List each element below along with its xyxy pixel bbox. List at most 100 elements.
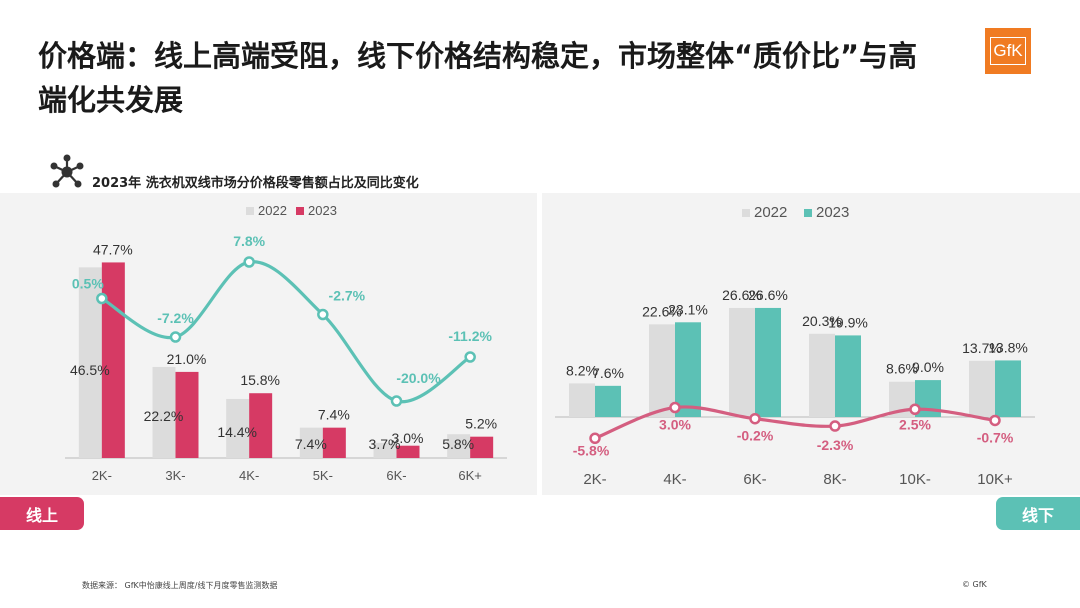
yoy-point [464,351,476,363]
bar-2022-6K- [373,442,397,458]
data-label-2023: 19.9% [828,314,868,330]
legend-swatch-2022 [742,209,750,217]
x-tick-label: 6K- [386,468,406,483]
yoy-point [669,401,681,414]
data-label-2023: 7.4% [318,407,350,423]
data-label-2022: 8.6% [886,361,918,377]
yoy-label: -0.7% [977,429,1014,445]
data-label-2022: 5.8% [442,436,474,452]
data-label-2022: 46.5% [70,362,110,378]
data-label-2023: 21.0% [167,351,207,367]
data-label-2023: 9.0% [912,359,944,375]
data-label-2022: 20.3% [802,313,842,329]
bar-2022-2K- [569,383,595,417]
data-label-2023: 7.6% [592,365,624,381]
x-tick-label: 4K- [663,471,686,488]
bar-2022-6K- [729,307,755,417]
online-chart: 2022 2023 2K- 46.5% 47.7% 3K- 22.2% 21.0% 4K- 14.… [65,203,507,483]
legend-label-2022: 2022 [754,204,787,221]
data-label-2022: 26.6% [722,287,762,303]
data-label-2023: 26.6% [748,287,788,303]
network-icon [50,154,84,188]
yoy-label: -2.7% [329,288,366,304]
yoy-label: -2.3% [817,437,854,453]
bar-2023-2K- [595,385,621,417]
yoy-point [829,420,841,432]
data-label-2022: 14.4% [217,424,257,440]
bar-2023-4K- [249,393,273,458]
data-label-2022: 13.7% [962,340,1002,356]
bar-2023-10K+ [995,360,1021,417]
bar-2022-8K- [809,333,835,417]
offline-tag: 线下 [996,497,1080,530]
yoy-point [989,414,1001,427]
gfk-logo: GfK [985,28,1031,74]
x-tick-label: 2K- [583,471,606,488]
chart-subtitle: 2023年 洗衣机双线市场分价格段零售额占比及同比变化 [92,176,419,191]
data-label-2022: 22.2% [144,408,184,424]
bar-2023-6K- [755,307,781,417]
yoy-label: -0.2% [737,428,774,444]
legend-swatch-2023 [804,209,812,217]
bar-2023-6K- [396,445,420,458]
data-label-2023: 5.2% [465,416,497,432]
legend-label-2023: 2023 [308,203,337,218]
yoy-label: 3.0% [659,417,691,433]
yoy-label: 2.5% [899,416,931,432]
yoy-change-line [594,405,996,440]
data-source: 数据来源： GfK中怡康线上周度/线下月度零售监测数据 [82,581,278,590]
x-tick-label: 10K+ [977,471,1013,488]
data-label-2023: 23.1% [668,301,708,317]
yoy-label: 0.5% [72,276,104,292]
x-tick-label: 5K- [313,468,333,483]
bar-2022-10K+ [969,360,995,417]
bar-2022-2K- [78,267,102,458]
yoy-point [390,395,403,407]
yoy-label: 7.8% [233,233,265,249]
x-tick-label: 8K- [823,471,846,488]
data-label-2023: 3.0% [392,430,424,446]
legend-swatch-2022 [246,207,254,215]
bar-2022-4K- [649,324,675,417]
yoy-point [749,412,761,425]
bar-2023-6K+ [470,436,494,458]
yoy-point [317,308,329,321]
gfk-logo-text: GfK [990,37,1026,65]
yoy-point [96,292,108,305]
legend-label-2022: 2022 [258,203,287,218]
data-label-2022: 8.2% [566,362,598,378]
data-label-2022: 7.4% [295,436,327,452]
x-tick-label: 2K- [92,468,112,483]
x-tick-label: 6K- [743,471,766,488]
yoy-label: -11.2% [448,328,492,344]
yoy-label: -7.2% [157,310,194,326]
yoy-label: -5.8% [573,442,610,458]
offline-chart: 2022 2023 2K- 8.2%7.6% 4K- 22.6%23.1% 6K- 26.6%… [555,204,1035,488]
x-tick-label: 6K+ [458,468,482,483]
data-label-2023: 15.8% [240,372,280,388]
online-tag: 线上 [0,497,84,530]
bar-2022-5K- [299,427,323,458]
bar-2023-5K- [322,427,346,458]
yoy-label: -20.0% [396,370,441,386]
yoy-point [909,403,921,415]
bar-2023-8K- [835,335,861,417]
bar-2023-4K- [675,322,701,417]
x-tick-label: 3K- [165,468,185,483]
page-title: 价格端：线上高端受阻，线下价格结构稳定，市场整体“质价比”与高端化共发展 [38,39,918,117]
offline-chart-panel: 2022 2023 2K- 8.2% 7.6% 4K- 22.6% 23.1% 6K- 26.6%… [542,193,1080,495]
legend-label-2023: 2023 [816,204,849,221]
bar-2022-4K- [226,398,250,458]
yoy-point [589,432,601,445]
yoy-point [243,256,255,268]
copyright: © GfK [962,580,987,589]
x-tick-label: 10K- [899,471,931,488]
yoy-point [169,331,182,343]
data-label-2023: 47.7% [93,241,133,257]
bar-2022-3K- [152,366,176,458]
bar-2023-3K- [175,371,199,458]
data-label-2023: 13.8% [988,339,1028,355]
bar-2022-6K+ [447,434,471,458]
data-label-2022: 3.7% [369,436,401,452]
x-tick-label: 4K- [239,468,259,483]
